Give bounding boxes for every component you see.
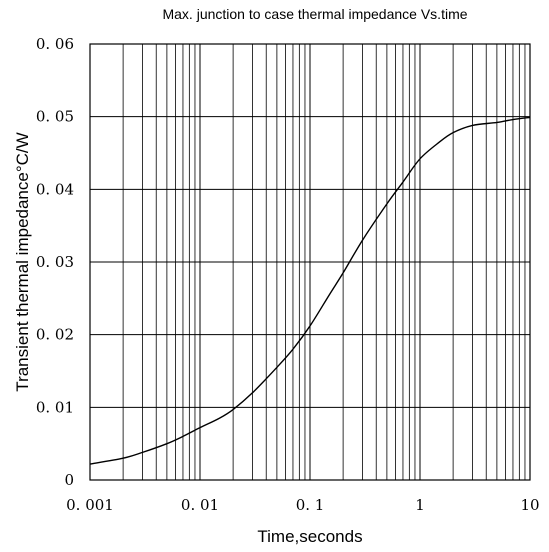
y-tick-label: 0 [64, 471, 74, 489]
x-tick-label: 1 [415, 496, 425, 514]
y-axis: 0 0. 01 0. 02 0. 03 0. 04 0. 05 0. 06 [36, 35, 74, 489]
y-tick-label: 0. 01 [36, 398, 74, 416]
y-tick-label: 0. 05 [36, 108, 74, 126]
y-axis-label: Transient thermal impedance°C/W [13, 132, 32, 391]
x-tick-label: 0. 1 [296, 496, 325, 514]
y-tick-label: 0. 06 [36, 35, 74, 53]
x-tick-label: 10 [520, 496, 539, 514]
x-axis: 0. 001 0. 01 0. 1 1 10 [66, 496, 539, 514]
thermal-impedance-curve [89, 116, 531, 465]
x-tick-label: 0. 01 [181, 496, 219, 514]
x-tick-label: 0. 001 [66, 496, 114, 514]
x-axis-label: Time,seconds [257, 527, 362, 546]
chart-title: Max. junction to case thermal impedance … [162, 6, 467, 22]
plot-frame [89, 43, 531, 481]
y-tick-label: 0. 04 [36, 180, 74, 198]
y-tick-label: 0. 02 [36, 326, 74, 344]
grid [89, 43, 530, 481]
y-tick-label: 0. 03 [36, 253, 74, 271]
series-group [89, 116, 531, 465]
